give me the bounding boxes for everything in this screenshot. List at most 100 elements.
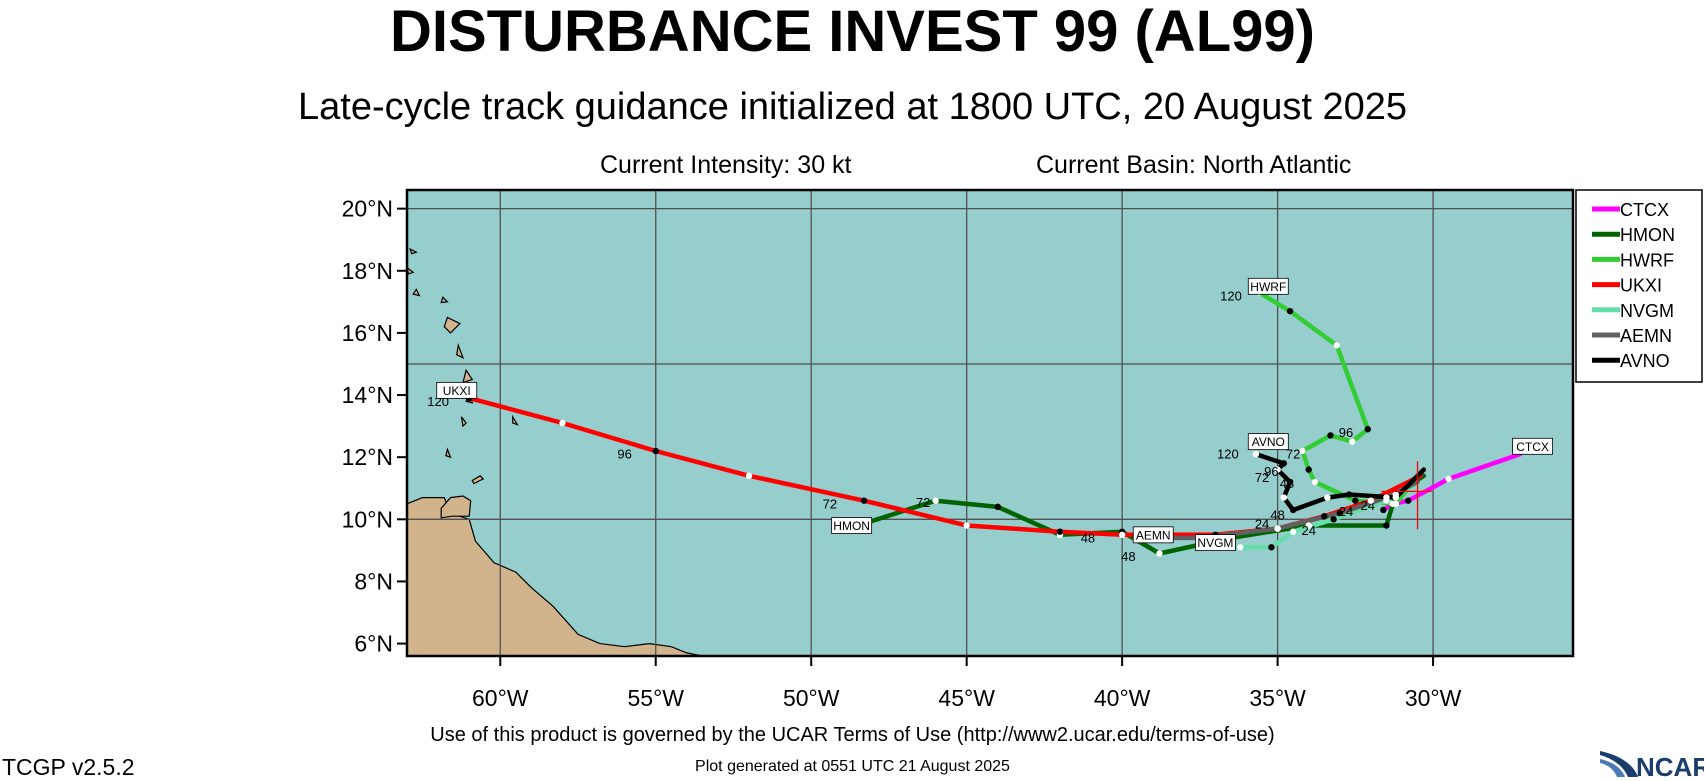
track-point-ukxi [860, 497, 868, 504]
lat-tick-label: 8°N [354, 568, 393, 594]
track-avno [1253, 451, 1427, 513]
plot-generated-time: Plot generated at 0551 UTC 21 August 202… [695, 758, 1010, 775]
ncar-logo-text: NCAR [1636, 752, 1704, 779]
current-basin: Current Basin: North Atlantic [1036, 151, 1352, 179]
track-point-hwrf [1305, 466, 1312, 473]
lon-tick-label: 60°W [472, 685, 529, 711]
land-trinidad [440, 495, 472, 519]
model-tag-box [436, 381, 478, 399]
model-tag-box [1195, 534, 1236, 552]
track-point-avno [1392, 494, 1399, 501]
track-point-avno [1252, 450, 1260, 458]
ncar-logo-swoosh [1600, 751, 1638, 777]
track-point-aemn [1336, 509, 1344, 517]
track-point-aemn [1383, 494, 1390, 501]
forecast-hour-label: 96 [1264, 464, 1278, 479]
track-point-avno [1324, 494, 1331, 501]
forecast-hour-label: 96 [1339, 425, 1353, 440]
land-island [462, 368, 474, 384]
forecast-hour-label: 72 [1255, 470, 1269, 485]
chart-title: DISTURBANCE INVEST 99 (AL99) [390, 0, 1315, 64]
track-point-hwrf [1333, 342, 1340, 349]
model-tag-box [1512, 437, 1553, 455]
track-point-hwrf [1327, 432, 1334, 439]
model-tag-box [1247, 277, 1289, 295]
legend-label-avno: AVNO [1620, 351, 1670, 371]
track-point-ctcx [1405, 497, 1412, 504]
track-point-hwrf [1364, 426, 1371, 433]
track-point-hwrf [1299, 447, 1306, 455]
track-point-hwrf [1286, 307, 1294, 315]
track-point-avno [1345, 491, 1353, 498]
model-tag-hmon: HMON [833, 519, 870, 533]
forecast-hour-label: 48 [1270, 507, 1284, 522]
model-tag-nvgm: NVGM [1197, 536, 1233, 550]
model-tag-avno: AVNO [1252, 435, 1285, 449]
land-island [512, 414, 519, 426]
track-point-hmon [994, 503, 1001, 511]
track-point-hwrf [1392, 500, 1399, 507]
lat-tick-label: 10°N [342, 506, 393, 532]
version-label: TCGP v2.5.2 [2, 754, 135, 780]
track-point-ukxi [745, 472, 753, 480]
forecast-hour-label: 96 [617, 447, 631, 462]
land-layer [407, 247, 703, 656]
ncar-logo-swoosh-2 [1600, 759, 1625, 777]
track-map: 242448729612072961202424484872729648120 … [342, 188, 1703, 711]
land-tobago [471, 475, 485, 485]
track-point-avno [1274, 466, 1281, 473]
forecast-hour-label: 24 [1255, 517, 1269, 532]
track-point-avno [1286, 478, 1294, 486]
track-hwrf [1256, 290, 1411, 507]
legend-label-hwrf: HWRF [1620, 250, 1674, 270]
lon-tick-label: 35°W [1249, 685, 1306, 711]
land-island [409, 247, 418, 255]
lat-tick-label: 18°N [342, 258, 393, 284]
legend-label-ctcx: CTCX [1620, 200, 1669, 220]
legend: CTCX HMON HWRF UKXI NVGM AEMN AVNO [1575, 189, 1703, 383]
model-tag-box [1247, 433, 1289, 451]
lat-tick-label: 14°N [342, 382, 393, 408]
track-point-hwrf [1349, 438, 1356, 445]
land-island [443, 316, 461, 334]
track-point-ukxi [559, 419, 566, 427]
track-point-avno [1289, 506, 1297, 514]
lon-tick-label: 55°W [627, 685, 684, 711]
forecast-hour-label: 72 [823, 496, 837, 511]
track-point-aemn [1274, 525, 1281, 532]
model-tag-box [831, 517, 873, 534]
chart-subtitle: Late-cycle track guidance initialized at… [298, 86, 1407, 128]
lon-tick-label: 50°W [783, 685, 840, 711]
track-aemn [1135, 479, 1420, 541]
land-island [412, 288, 421, 297]
ncar-logo: NCAR [1600, 751, 1704, 779]
forecast-hour-label: 48 [1280, 476, 1294, 491]
forecast-hour-label: 24 [1339, 504, 1353, 519]
track-point-ctcx [1445, 475, 1452, 483]
track-point-ctcx [1380, 506, 1387, 514]
axis-ticks: 20°N 18°N 16°N 14°N 12°N 10°N 8°N 6°N 60°W 55°W 50… [342, 196, 1462, 711]
lat-tick-label: 12°N [342, 444, 393, 470]
track-point-ukxi [1118, 531, 1126, 539]
lat-tick-label: 16°N [342, 320, 393, 346]
lat-tick-label: 20°N [342, 196, 393, 222]
lat-tick-label: 6°N [354, 631, 393, 657]
track-point-ukxi [963, 522, 970, 529]
track-point-nvgm [1237, 544, 1244, 551]
track-point-avno [1280, 460, 1288, 467]
forecast-hour-label: 72 [1286, 447, 1300, 462]
track-point-nvgm [1330, 516, 1337, 523]
forecast-hour-label: 72 [916, 495, 930, 510]
track-point-hmon [932, 497, 939, 504]
model-tag-ctcx: CTCX [1516, 440, 1549, 454]
terms-of-use-notice: Use of this product is governed by the U… [430, 724, 1275, 746]
model-tags-layer: CTCX HMON HWRF UKXI NVGM AEMN AVNO [436, 277, 1553, 552]
track-point-hmon [1156, 550, 1163, 557]
land-island [460, 416, 467, 428]
forecast-hour-label: 120 [1217, 447, 1239, 462]
track-point-nvgm [1289, 528, 1297, 535]
lon-tick-label: 45°W [938, 685, 995, 711]
forecast-hour-label: 24 [1301, 523, 1315, 538]
land-island [445, 447, 452, 459]
